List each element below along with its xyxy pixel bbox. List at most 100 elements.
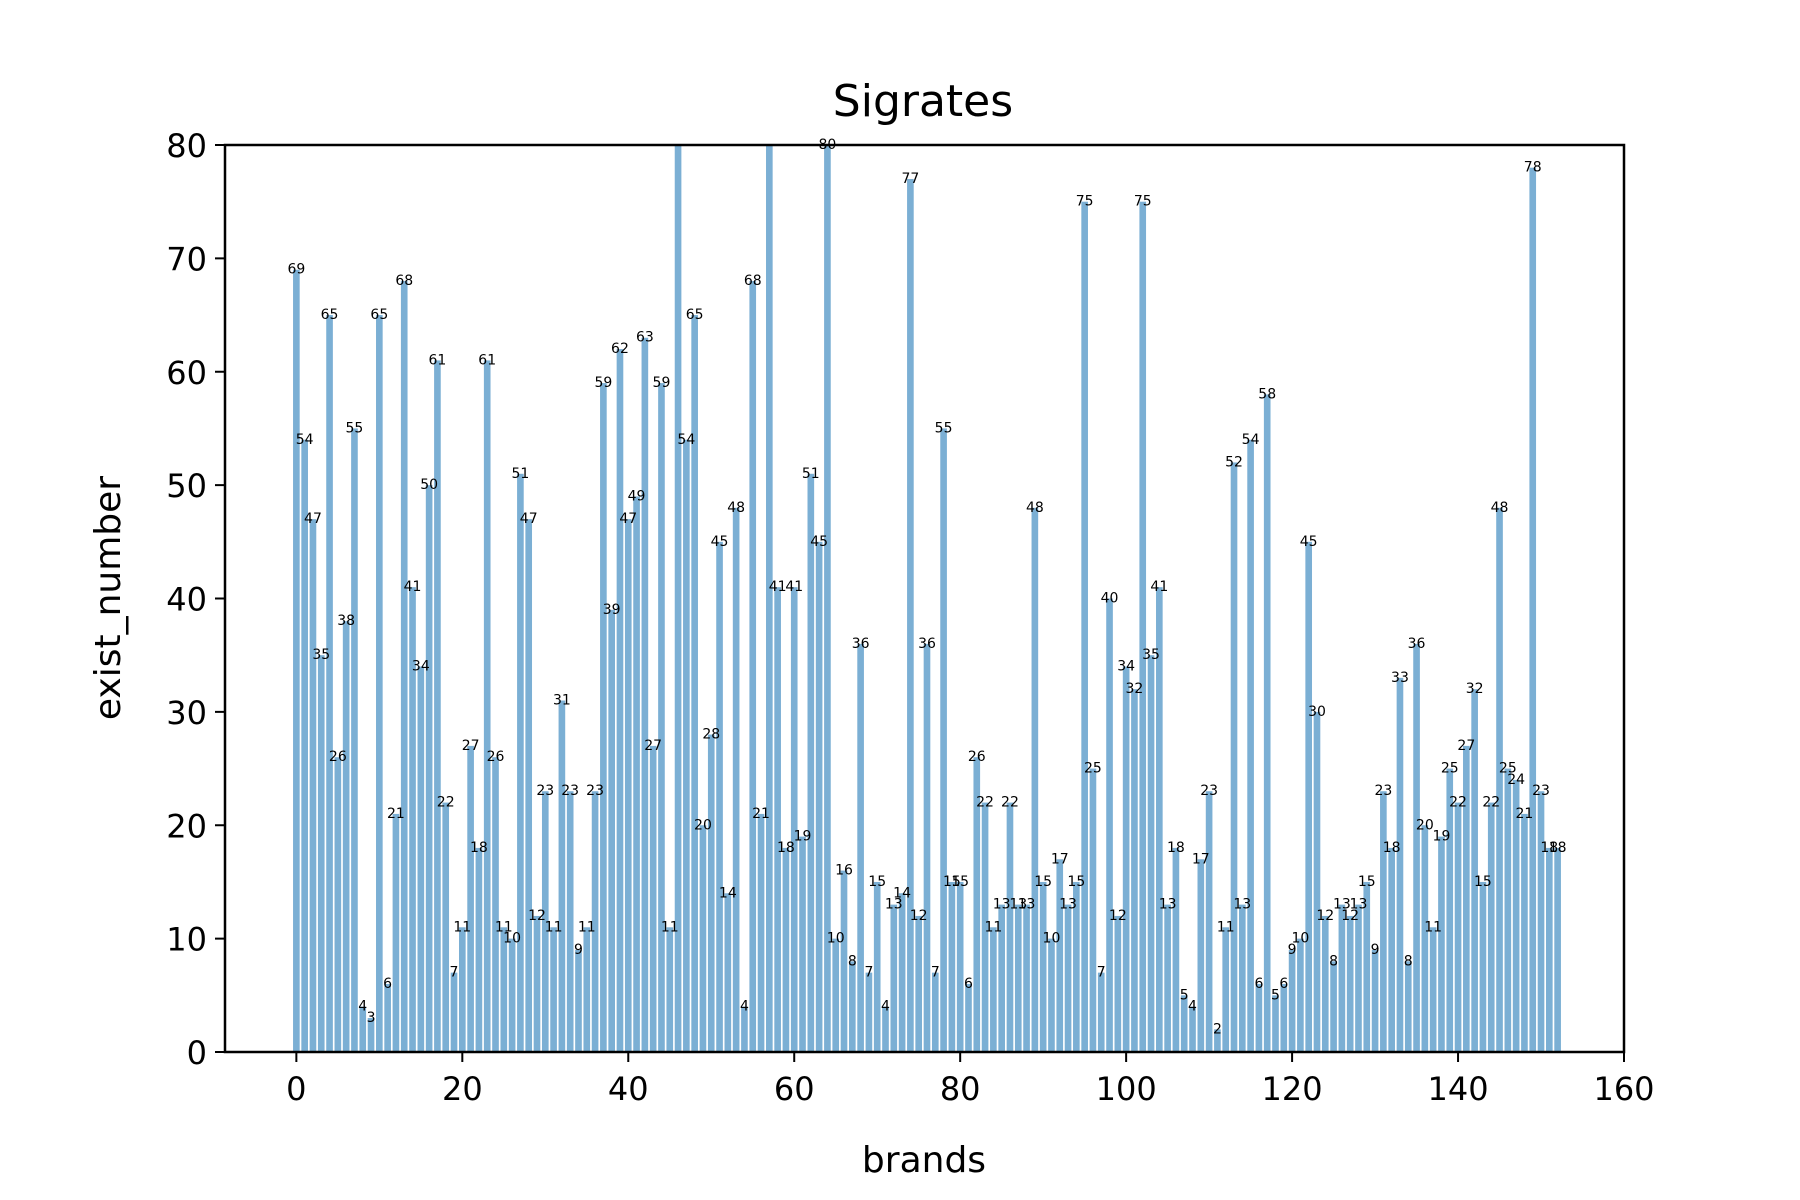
bar xyxy=(1438,836,1445,1052)
bar-value-label: 11 xyxy=(578,919,596,935)
bar-value-label: 68 xyxy=(395,273,413,289)
x-tick-label: 20 xyxy=(442,1070,483,1108)
bar xyxy=(1297,938,1304,1053)
bar xyxy=(707,734,715,1052)
bar-value-label: 11 xyxy=(453,919,471,935)
x-tick-label: 100 xyxy=(1096,1070,1157,1108)
bar xyxy=(882,1006,889,1052)
bar-value-label: 69 xyxy=(287,262,305,278)
bar xyxy=(1537,791,1545,1052)
bar-value-label: 48 xyxy=(1491,500,1509,516)
bar-value-label: 59 xyxy=(594,375,612,391)
bar-value-label: 15 xyxy=(951,874,969,890)
chart-title: Sigrates xyxy=(833,76,1013,127)
bar xyxy=(293,269,300,1053)
bar xyxy=(1288,949,1296,1052)
bar-value-label: 51 xyxy=(511,466,529,482)
bar-value-label: 25 xyxy=(1499,761,1517,777)
bar-value-label: 12 xyxy=(528,908,546,924)
bar xyxy=(1122,666,1130,1052)
bar-value-label: 26 xyxy=(487,749,505,765)
bar xyxy=(907,179,914,1052)
bar-value-label: 10 xyxy=(827,931,845,947)
bar-value-label: 25 xyxy=(1084,761,1102,777)
bar-value-label: 65 xyxy=(686,307,704,323)
bar xyxy=(1131,689,1138,1052)
bar xyxy=(790,587,798,1052)
bar xyxy=(425,485,433,1053)
bar-value-label: 58 xyxy=(1258,386,1276,402)
bar xyxy=(583,927,591,1052)
bar xyxy=(492,757,499,1052)
bar xyxy=(1404,961,1412,1052)
bar xyxy=(1247,439,1254,1052)
bar-value-label: 9 xyxy=(574,942,583,958)
bar-value-label: 10 xyxy=(1043,931,1061,947)
bar-value-label: 15 xyxy=(1034,874,1052,890)
bar xyxy=(1463,745,1470,1052)
y-tick-label: 50 xyxy=(166,467,207,505)
bar xyxy=(1189,1006,1196,1052)
bar-value-label: 27 xyxy=(1457,738,1475,754)
bar-value-label: 18 xyxy=(777,840,795,856)
bar-value-label: 65 xyxy=(370,307,388,323)
bar xyxy=(699,825,707,1052)
bar xyxy=(1081,201,1088,1052)
bar-value-label: 54 xyxy=(296,432,314,448)
bar xyxy=(1446,768,1454,1052)
bar xyxy=(1073,881,1080,1052)
bar xyxy=(915,915,923,1052)
bar xyxy=(1512,779,1520,1052)
bar-value-label: 11 xyxy=(1424,919,1442,935)
bar xyxy=(674,145,682,1052)
bar-value-label: 41 xyxy=(769,579,787,595)
bar-value-label: 48 xyxy=(1026,500,1044,516)
bar xyxy=(1255,983,1263,1052)
bar-value-label: 59 xyxy=(653,375,671,391)
bar xyxy=(1338,904,1346,1052)
bar xyxy=(1330,961,1337,1052)
bar xyxy=(741,1006,748,1052)
bar-value-label: 33 xyxy=(1391,670,1409,686)
bar-value-label: 45 xyxy=(711,534,729,550)
bar xyxy=(525,519,533,1052)
y-axis-title: exist_number xyxy=(88,476,129,720)
bar xyxy=(1056,859,1064,1052)
bar-value-label: 18 xyxy=(1383,840,1401,856)
bar-value-label: 2 xyxy=(1213,1021,1222,1037)
y-tick-label: 80 xyxy=(166,127,207,165)
bar-value-label: 32 xyxy=(1126,681,1144,697)
bar-value-label: 12 xyxy=(1316,908,1334,924)
bar xyxy=(591,791,599,1052)
bar-value-label: 12 xyxy=(1109,908,1127,924)
x-tick-label: 0 xyxy=(286,1070,306,1108)
bar-value-label: 3 xyxy=(367,1010,376,1026)
bar-value-label: 26 xyxy=(968,749,986,765)
bar xyxy=(865,972,873,1052)
bar xyxy=(1031,507,1039,1052)
bar xyxy=(608,609,615,1052)
bar xyxy=(351,428,358,1052)
bar xyxy=(1554,847,1561,1052)
x-axis: 0 20 40 60 80 100 120 140 160 xyxy=(286,1052,1655,1108)
bar xyxy=(990,927,997,1052)
bar-value-label: 32 xyxy=(1466,681,1484,697)
bar xyxy=(558,700,566,1052)
bar-value-label: 23 xyxy=(1532,783,1550,799)
bar xyxy=(566,791,574,1052)
bar-value-label: 15 xyxy=(943,874,961,890)
bar-value-label: 7 xyxy=(450,965,459,981)
bar-value-label: 36 xyxy=(852,636,870,652)
bar xyxy=(807,473,815,1052)
bar xyxy=(1197,859,1205,1052)
bar xyxy=(1396,677,1404,1052)
bar xyxy=(1413,643,1420,1052)
y-tick-label: 20 xyxy=(166,807,207,845)
y-tick-label: 10 xyxy=(166,921,207,959)
bar-value-label: 6 xyxy=(383,976,392,992)
bar-value-label: 6 xyxy=(1254,976,1263,992)
bar-value-label: 14 xyxy=(719,885,737,901)
bar-value-label: 12 xyxy=(910,908,928,924)
bar-value-label: 35 xyxy=(1142,647,1160,663)
